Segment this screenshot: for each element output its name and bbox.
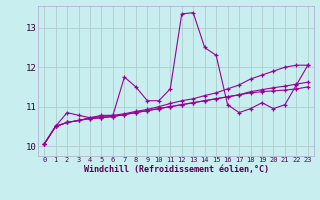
X-axis label: Windchill (Refroidissement éolien,°C): Windchill (Refroidissement éolien,°C)	[84, 165, 268, 174]
